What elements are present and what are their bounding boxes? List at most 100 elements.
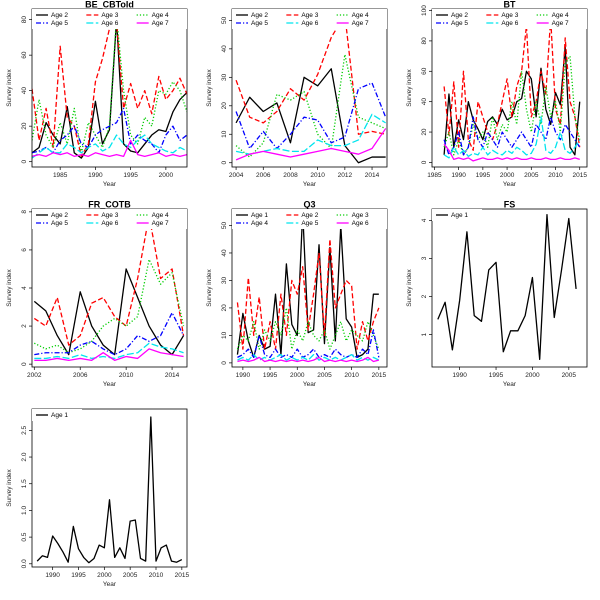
legend-entry: Age 6 bbox=[101, 220, 118, 227]
plot-frame bbox=[31, 408, 188, 568]
y-axis-label: Survey index bbox=[406, 268, 413, 306]
legend-entry: Age 6 bbox=[352, 220, 369, 227]
legend-entry: Age 5 bbox=[301, 220, 318, 227]
x-tick-label: 2015 bbox=[175, 572, 190, 579]
y-axis-label: Survey index bbox=[406, 68, 413, 106]
legend: Age 2 Age 3 Age 4 Age 5 Age 6 Age 7 bbox=[232, 9, 387, 29]
x-tick-label: 2010 bbox=[548, 172, 563, 179]
chart-svg: FS 1990 1995 2000 2005 1 2 3 4 Year Survey index Ag… bbox=[406, 200, 588, 388]
plot-frame bbox=[31, 8, 188, 168]
y-tick-label: 30 bbox=[221, 276, 228, 284]
y-tick-label: 10 bbox=[221, 130, 228, 138]
x-axis-label: Year bbox=[103, 381, 117, 388]
chart-panel-5: Q3 1990 1995 2000 2005 2010 2015 0 10 20 30 40 50 Yea… bbox=[200, 200, 395, 400]
x-tick-label: 2004 bbox=[229, 172, 244, 179]
legend: Age 2 Age 3 Age 4 Age 5 Age 6 Age 7 bbox=[32, 9, 187, 29]
y-tick-label: 40 bbox=[221, 249, 228, 257]
chart-svg: 1990 1995 2000 2005 2010 2015 0.0 0.5 1.0 1.5 2.0 2… bbox=[6, 408, 190, 588]
series-line-age-6 bbox=[34, 342, 184, 360]
y-tick-label: 60 bbox=[421, 67, 428, 75]
chart-title: Q3 bbox=[303, 200, 315, 210]
chart-svg: 2004 2006 2008 2010 2012 2014 0 10 20 30 40 50 Year S… bbox=[206, 8, 388, 188]
plot-frame bbox=[231, 208, 388, 368]
series-line-age-4 bbox=[235, 53, 386, 158]
chart-svg: BE_CBTold 1985 1990 1995 2000 0 20 40 60 80 Year Su… bbox=[6, 0, 188, 188]
legend-entry: Age 7 bbox=[552, 20, 569, 27]
plot-frame bbox=[431, 208, 588, 368]
y-tick-label: 30 bbox=[221, 73, 228, 81]
legend-entry: Age 1 bbox=[451, 212, 468, 219]
legend-entry: Age 3 bbox=[501, 12, 518, 19]
y-tick-label: 2 bbox=[21, 324, 28, 328]
y-tick-label: 0 bbox=[21, 362, 28, 366]
legend-entry: Age 4 bbox=[152, 212, 169, 219]
x-tick-label: 1995 bbox=[489, 372, 504, 379]
y-tick-label: 40 bbox=[221, 45, 228, 53]
chart-panel-1: BE_CBTold 1985 1990 1995 2000 0 20 40 60 80 Year Su… bbox=[0, 0, 195, 200]
y-tick-label: 10 bbox=[221, 331, 228, 339]
x-axis-label: Year bbox=[303, 181, 317, 188]
y-tick-label: 0 bbox=[221, 361, 228, 365]
legend-entry: Age 5 bbox=[451, 20, 468, 27]
legend-entry: Age 7 bbox=[352, 20, 369, 27]
y-tick-label: 40 bbox=[421, 98, 428, 106]
series-line-age-4 bbox=[237, 329, 380, 359]
x-tick-label: 2014 bbox=[365, 172, 380, 179]
x-tick-label: 2000 bbox=[525, 372, 540, 379]
legend-entry: Age 4 bbox=[352, 12, 369, 19]
legend-entry: Age 3 bbox=[101, 12, 118, 19]
series-line-age-1 bbox=[437, 214, 577, 361]
x-tick-label: 2005 bbox=[317, 372, 332, 379]
legend: Age 1 bbox=[32, 409, 82, 421]
y-tick-label: 20 bbox=[21, 122, 28, 130]
legend-entry: Age 2 bbox=[251, 12, 268, 19]
y-tick-label: 1 bbox=[421, 332, 428, 336]
chart-title: FR_COTB bbox=[88, 200, 131, 210]
y-tick-label: 0.0 bbox=[21, 559, 28, 568]
x-tick-label: 2010 bbox=[119, 372, 134, 379]
x-tick-label: 1995 bbox=[123, 172, 138, 179]
series-line-age-3 bbox=[32, 20, 187, 158]
y-axis-label: Survey index bbox=[206, 68, 213, 106]
legend-entry: Age 4 bbox=[152, 12, 169, 19]
x-tick-label: 1990 bbox=[452, 372, 467, 379]
series-line-age-4 bbox=[443, 55, 581, 156]
y-tick-label: 50 bbox=[221, 221, 228, 229]
y-tick-label: 0 bbox=[21, 159, 28, 163]
legend-entry: Age 2 bbox=[451, 12, 468, 19]
series-line-age-3 bbox=[33, 215, 185, 346]
legend-entry: Age 6 bbox=[101, 20, 118, 27]
y-tick-label: 1.0 bbox=[21, 506, 28, 515]
y-tick-label: 60 bbox=[21, 51, 28, 59]
legend-entry: Age 1 bbox=[251, 212, 268, 219]
x-tick-label: 2012 bbox=[338, 172, 353, 179]
chart-svg: Q3 1990 1995 2000 2005 2010 2015 0 10 20 30 40 50 Yea… bbox=[206, 200, 388, 388]
y-tick-label: 4 bbox=[21, 286, 28, 290]
chart-title: BT bbox=[504, 0, 516, 10]
x-tick-label: 1995 bbox=[263, 372, 278, 379]
chart-panel-2: 2004 2006 2008 2010 2012 2014 0 10 20 30 40 50 Year S… bbox=[200, 0, 395, 200]
x-tick-label: 2006 bbox=[256, 172, 271, 179]
y-tick-label: 80 bbox=[421, 37, 428, 45]
x-tick-label: 2010 bbox=[344, 372, 359, 379]
plot-frame bbox=[31, 208, 188, 368]
series-line-age-6 bbox=[237, 356, 379, 363]
series-line-age-4 bbox=[34, 258, 185, 354]
legend-entry: Age 2 bbox=[51, 212, 68, 219]
legend-entry: Age 5 bbox=[251, 20, 268, 27]
legend: Age 1 bbox=[432, 209, 482, 221]
x-tick-label: 1990 bbox=[88, 172, 103, 179]
chart-svg: FR_COTB 2002 2006 2010 2014 0 2 4 6 8 Year Survey i… bbox=[6, 200, 188, 388]
series-line-age-5 bbox=[443, 116, 581, 156]
legend: Age 1 Age 2 Age 3 Age 4 Age 5 Age 6 bbox=[232, 209, 387, 229]
y-tick-label: 3 bbox=[421, 256, 428, 260]
x-tick-label: 2005 bbox=[562, 372, 577, 379]
x-tick-label: 2005 bbox=[524, 172, 539, 179]
legend-entry: Age 7 bbox=[152, 220, 169, 227]
chart-title: FS bbox=[504, 200, 516, 210]
series-line-age-7 bbox=[32, 139, 187, 158]
y-tick-label: 6 bbox=[21, 248, 28, 252]
x-tick-label: 2015 bbox=[372, 372, 387, 379]
x-tick-label: 2014 bbox=[165, 372, 180, 379]
